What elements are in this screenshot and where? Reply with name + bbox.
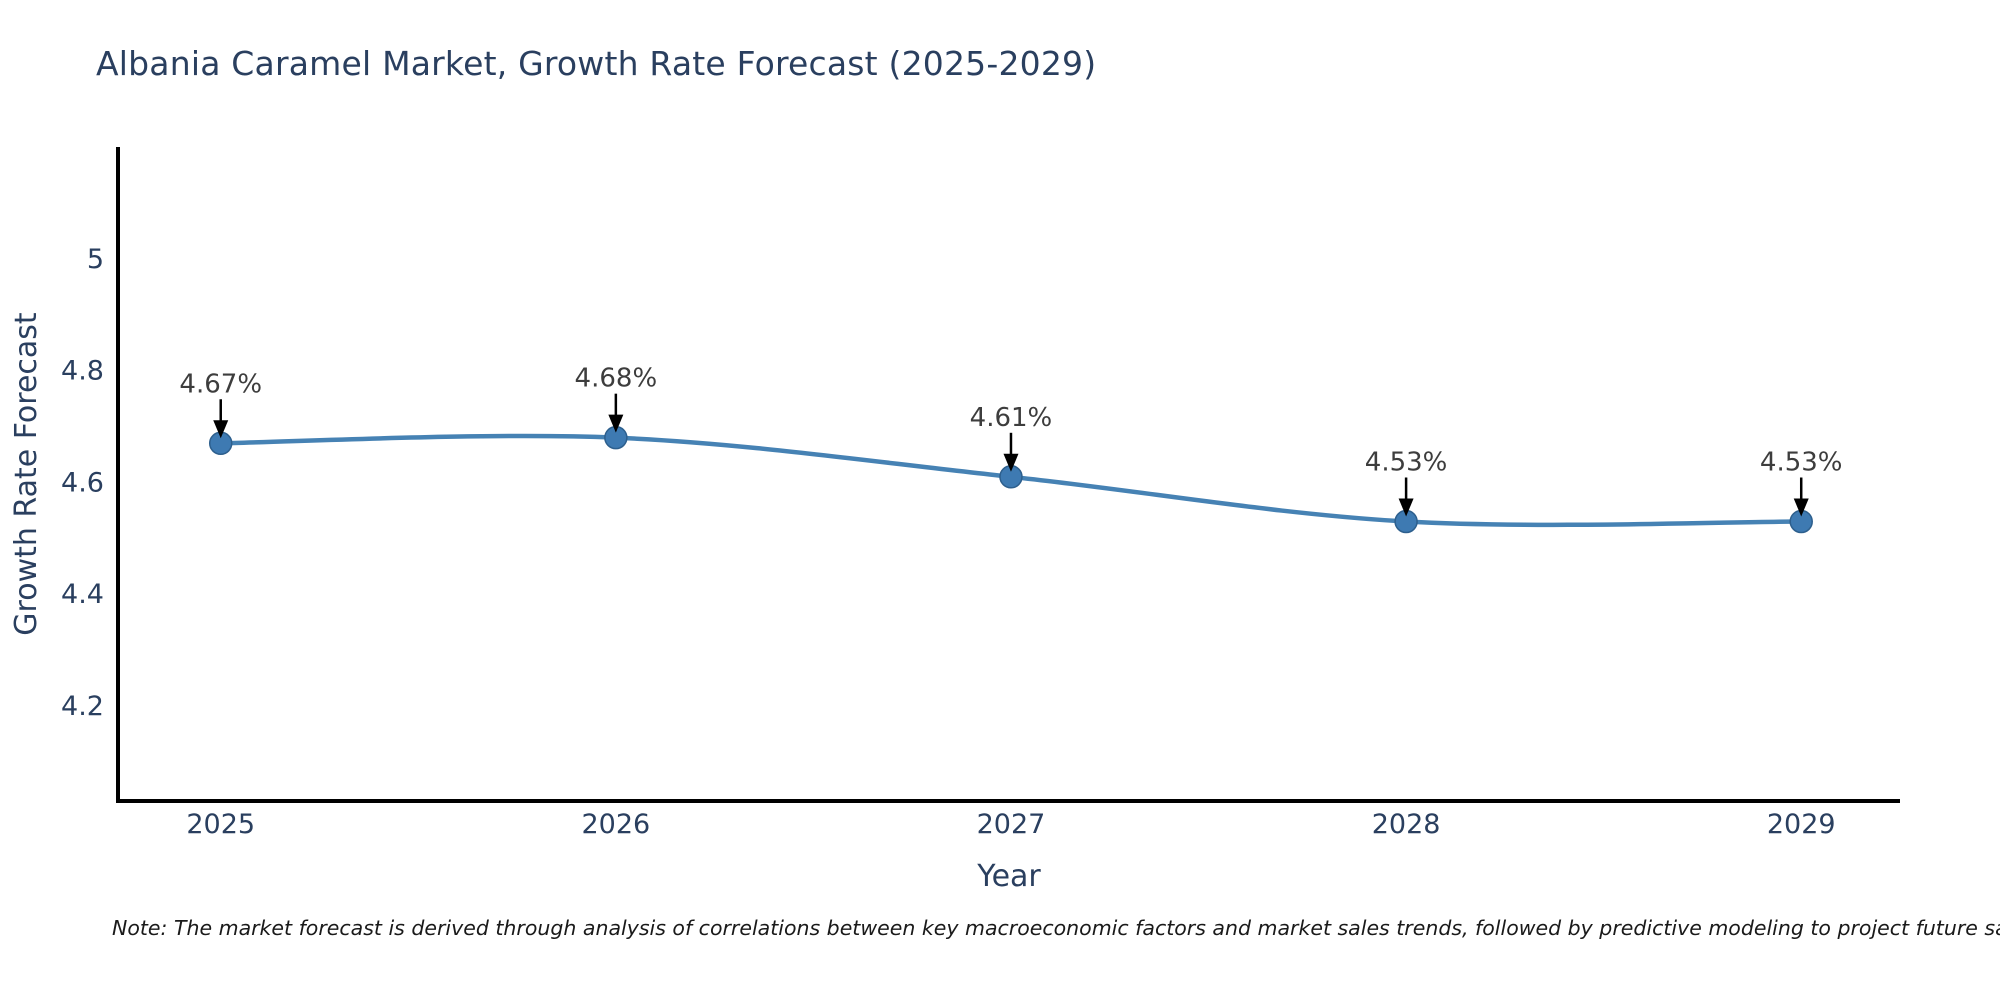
x-tick-label: 2025 <box>186 809 255 840</box>
y-tick-label: 4.2 <box>61 691 104 722</box>
data-point-label: 4.68% <box>575 364 658 394</box>
data-point-label: 4.61% <box>970 403 1053 433</box>
y-tick-label: 4.4 <box>61 579 104 610</box>
y-tick-label: 5 <box>87 244 104 275</box>
annotation-arrow-head <box>1003 453 1019 472</box>
data-point-label: 4.67% <box>179 369 262 399</box>
footnote: Note: The market forecast is derived thr… <box>112 916 2000 940</box>
annotation-arrow-head <box>608 414 624 433</box>
y-tick-label: 4.6 <box>61 467 104 498</box>
annotation-arrow-head <box>213 420 229 439</box>
x-axis-title: Year <box>976 859 1041 894</box>
x-tick-label: 2026 <box>581 809 650 840</box>
y-axis-title: Growth Rate Forecast <box>9 312 44 636</box>
data-point-label: 4.53% <box>1760 448 1843 478</box>
x-tick-label: 2029 <box>1767 809 1836 840</box>
x-tick-label: 2027 <box>977 809 1046 840</box>
annotation-arrow-head <box>1398 498 1414 517</box>
y-tick-label: 4.8 <box>61 356 104 387</box>
chart-title: Albania Caramel Market, Growth Rate Fore… <box>96 44 1097 83</box>
x-tick-label: 2028 <box>1372 809 1441 840</box>
data-point-label: 4.53% <box>1365 448 1448 478</box>
annotation-arrow-head <box>1793 498 1809 517</box>
